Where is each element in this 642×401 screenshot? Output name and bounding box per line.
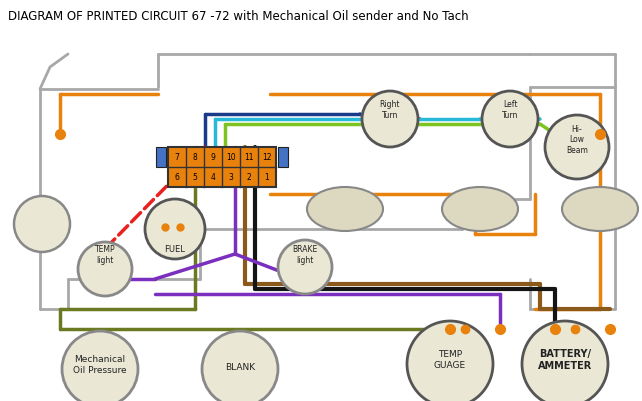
Circle shape [62,331,138,401]
Circle shape [545,116,609,180]
Circle shape [407,321,493,401]
Circle shape [145,200,205,259]
Text: 7: 7 [175,153,179,162]
Text: 9: 9 [211,153,216,162]
Ellipse shape [442,188,518,231]
Text: 10: 10 [226,153,236,162]
Text: 6: 6 [175,173,179,182]
Bar [168,148,276,188]
Ellipse shape [562,188,638,231]
Circle shape [78,242,132,296]
Text: Mechanical
Oil Pressure: Mechanical Oil Pressure [73,354,127,374]
Text: BRAKE
light: BRAKE light [292,245,318,264]
Text: 3: 3 [229,173,234,182]
Text: 2: 2 [247,173,252,182]
Circle shape [14,196,70,252]
Text: TEMP
GUAGE: TEMP GUAGE [434,349,466,369]
Circle shape [522,321,608,401]
Text: Left
Turn: Left Turn [502,100,518,119]
Text: 11: 11 [244,153,254,162]
Text: Hi-
Low
Beam: Hi- Low Beam [566,125,588,154]
Ellipse shape [307,188,383,231]
Circle shape [202,331,278,401]
Text: DIAGRAM OF PRINTED CIRCUIT 67 -72 with Mechanical Oil sender and No Tach: DIAGRAM OF PRINTED CIRCUIT 67 -72 with M… [8,10,469,23]
Bar [156,148,166,168]
Text: 5: 5 [193,173,198,182]
Text: 1: 1 [265,173,270,182]
Text: BATTERY/
AMMETER: BATTERY/ AMMETER [538,348,592,370]
Text: FUEL: FUEL [164,245,186,254]
Text: 4: 4 [211,173,216,182]
Text: TEMP
light: TEMP light [94,245,116,264]
Circle shape [482,92,538,148]
Circle shape [278,241,332,294]
Bar [278,148,288,168]
Text: 12: 12 [262,153,272,162]
Text: Right
Turn: Right Turn [380,100,400,119]
Circle shape [362,92,418,148]
Text: 8: 8 [193,153,197,162]
Text: BLANK: BLANK [225,363,255,372]
